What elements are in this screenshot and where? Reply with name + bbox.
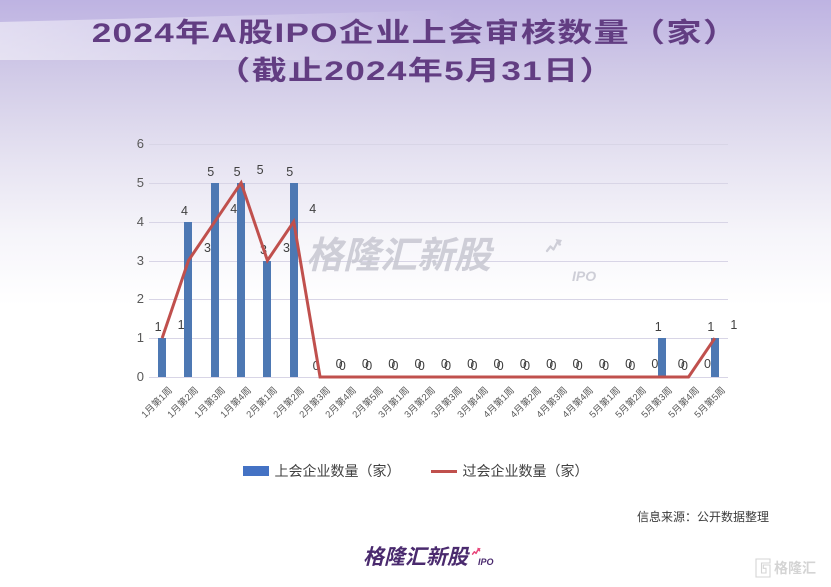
svg-text:IPO: IPO xyxy=(572,268,596,284)
svg-text:IPO: IPO xyxy=(478,557,494,567)
svg-text:格隆汇新股: 格隆汇新股 xyxy=(306,235,495,276)
svg-text:格隆汇新股: 格隆汇新股 xyxy=(363,546,470,569)
svg-text:格隆汇: 格隆汇 xyxy=(774,560,816,576)
